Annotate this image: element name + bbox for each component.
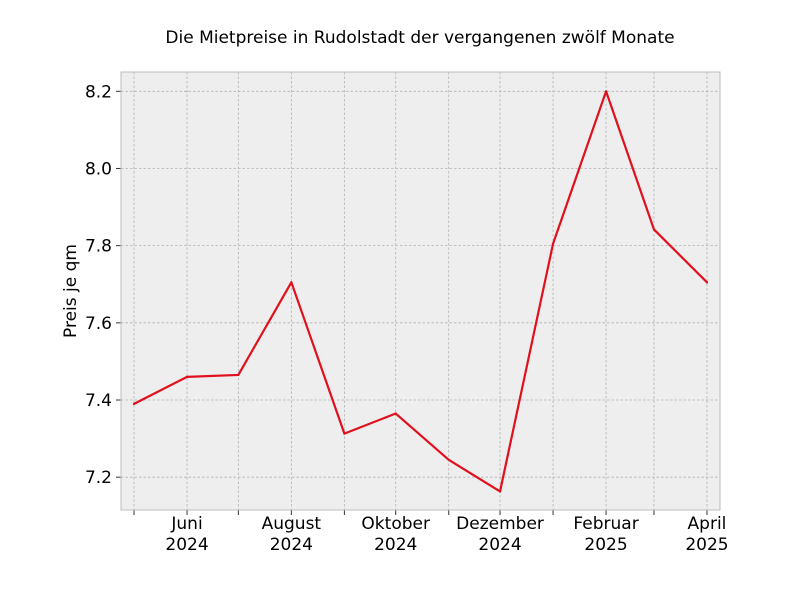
data-point [447, 458, 450, 461]
y-tick-labels: 7.2 7.4 7.6 7.8 8.0 8.2 [85, 82, 112, 488]
y-tick-label: 8.2 [85, 82, 112, 102]
tick-marks [116, 90, 708, 515]
y-tick-label: 7.8 [85, 237, 112, 257]
y-tick-label: 7.2 [85, 468, 112, 488]
data-point [551, 242, 555, 245]
x-tick-label-month: Dezember [456, 514, 544, 534]
y-axis-label: Preis je qm [61, 244, 81, 338]
data-point [394, 412, 397, 415]
x-tick-label-year: 2024 [374, 535, 417, 555]
data-point [705, 281, 709, 284]
series-line [132, 90, 709, 493]
x-tick-label-year: 2024 [165, 535, 208, 555]
plot-area [121, 72, 720, 510]
x-tick-label-month: Februar [573, 514, 638, 534]
chart-title: Die Mietpreise in Rudolstadt der vergang… [165, 28, 674, 48]
series-layer [132, 90, 709, 493]
x-tick-label-month: August [262, 514, 322, 534]
data-point [290, 281, 293, 284]
grid-lines [121, 72, 720, 510]
data-point [132, 402, 136, 405]
x-tick-label-month: April [688, 514, 727, 534]
data-point [343, 432, 346, 435]
y-tick-label: 7.4 [85, 391, 112, 411]
y-tick-label: 7.6 [85, 314, 112, 334]
x-tick-label-year: 2024 [478, 535, 521, 555]
plot-frame [120, 71, 721, 511]
x-tick-label-month: Juni [170, 514, 202, 534]
y-tick-label: 8.0 [85, 159, 112, 179]
x-tick-label-year: 2025 [584, 535, 627, 555]
x-tick-labels: Juni2024August2024Oktober2024Dezember202… [165, 514, 728, 555]
data-point [237, 373, 240, 377]
data-point [498, 490, 502, 493]
data-point [652, 228, 656, 231]
x-tick-label-year: 2025 [685, 535, 728, 555]
data-point [185, 375, 189, 378]
x-tick-label-month: Oktober [361, 514, 430, 534]
data-point [604, 90, 608, 93]
x-tick-label-year: 2024 [270, 535, 313, 555]
